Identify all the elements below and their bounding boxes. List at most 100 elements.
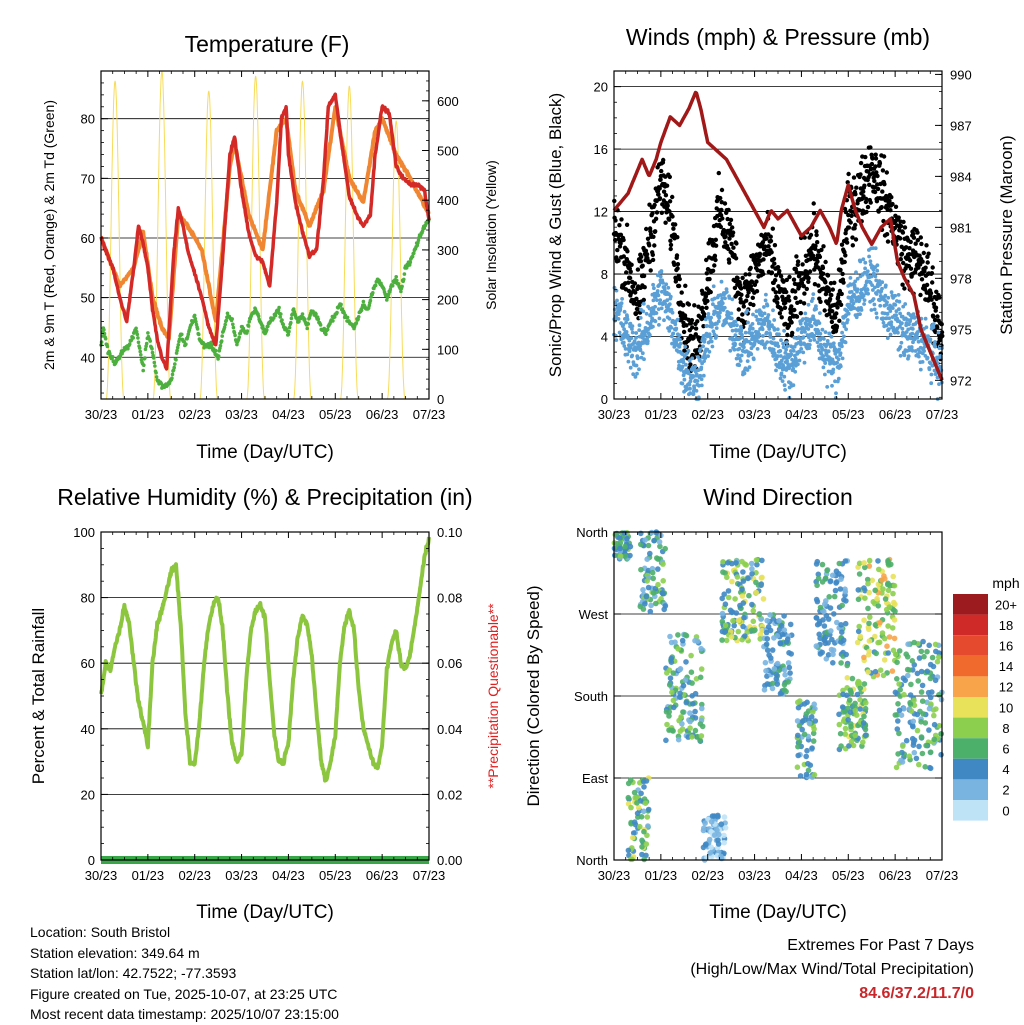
gust-point	[924, 243, 929, 248]
wind-point	[875, 315, 879, 320]
solar-ylabel: Solar Insolation (Yellow)	[483, 160, 499, 310]
direction-point	[922, 720, 929, 726]
direction-point	[905, 641, 911, 647]
wind-point	[806, 302, 811, 307]
direction-point	[644, 578, 650, 584]
direction-point	[894, 726, 901, 732]
gust-point	[633, 290, 638, 295]
gust-point	[708, 289, 713, 295]
direction-point	[889, 625, 896, 631]
dewpoint-point	[289, 316, 294, 321]
dewpoint-point	[231, 325, 236, 330]
gust-point	[835, 305, 840, 310]
dewpoint-point	[136, 340, 141, 345]
gust-point	[819, 247, 824, 253]
wind-point	[628, 365, 633, 370]
gust-point	[704, 257, 709, 263]
y2-tick-label: 981	[950, 220, 972, 235]
direction-point	[631, 819, 638, 825]
y2-tick-label: 978	[950, 271, 972, 286]
gust-point	[872, 185, 877, 190]
direction-point	[926, 727, 932, 733]
wind-point	[691, 375, 695, 379]
gust-point	[775, 265, 781, 270]
direction-point	[911, 697, 917, 704]
y2-tick-label: 972	[950, 373, 972, 388]
direction-point	[815, 575, 822, 582]
gust-point	[757, 251, 763, 256]
wind-point	[684, 351, 689, 356]
direction-point	[750, 608, 757, 614]
gust-point	[659, 168, 664, 174]
wind-point	[739, 353, 744, 358]
gust-point	[727, 260, 732, 265]
direction-point	[737, 602, 743, 609]
dewpoint-point	[402, 272, 407, 276]
direction-point	[822, 575, 829, 581]
gust-point	[843, 253, 848, 258]
gust-point	[863, 154, 868, 160]
gust-point	[937, 295, 942, 300]
direction-point	[872, 587, 878, 594]
gust-point	[771, 287, 776, 292]
direction-point	[688, 669, 695, 675]
x-tick-label: 05/23	[832, 868, 865, 883]
gust-point	[713, 243, 719, 248]
direction-point	[666, 667, 673, 673]
gust-point	[748, 265, 753, 271]
wind-point	[831, 341, 836, 346]
direction-point	[781, 667, 788, 673]
wind-point	[745, 308, 750, 313]
direction-point	[765, 624, 772, 630]
direction-point	[914, 711, 921, 718]
direction-point	[830, 651, 836, 658]
wind-point	[886, 327, 891, 331]
direction-point	[863, 700, 869, 706]
wind-point	[678, 337, 682, 342]
y-tick-label: North	[576, 525, 608, 540]
direction-point	[655, 566, 661, 572]
wind-point	[749, 341, 753, 346]
wind-point	[789, 352, 794, 357]
gust-point	[695, 319, 700, 324]
direction-point	[739, 593, 746, 599]
wind-point	[670, 310, 675, 315]
gust-point	[635, 267, 641, 272]
solar-curve	[386, 120, 406, 400]
direction-point	[622, 553, 629, 559]
gust-point	[779, 315, 784, 320]
wind-point	[830, 383, 834, 388]
wind-point	[862, 298, 867, 302]
dewpoint-point	[138, 349, 142, 354]
gust-point	[783, 300, 788, 305]
gust-point	[876, 209, 881, 214]
wind-point	[693, 364, 698, 369]
direction-point	[934, 658, 941, 665]
direction-point	[907, 692, 914, 698]
direction-point	[891, 617, 898, 623]
wind-point	[888, 332, 893, 337]
direction-point	[657, 543, 663, 550]
direction-point	[865, 580, 871, 587]
direction-point	[794, 718, 801, 724]
humidity-axes: 30/23 01/23 02/23 03/23 04/23 05/23 06/23 07/23…	[73, 525, 462, 883]
direction-point	[908, 708, 915, 714]
wind-point	[709, 315, 713, 320]
dewpoint-point	[266, 324, 270, 329]
direction-point	[741, 614, 747, 621]
gust-point	[893, 204, 899, 209]
gust-point	[932, 317, 938, 323]
x-tick-label: 07/23	[413, 407, 446, 422]
gust-point	[719, 200, 724, 205]
gust-point	[921, 250, 926, 256]
direction-point	[702, 820, 708, 826]
wind-point	[866, 291, 870, 296]
wind-point	[667, 302, 672, 306]
gust-point	[713, 237, 718, 242]
gust-point	[744, 298, 749, 303]
wind-point	[838, 364, 843, 369]
gust-point	[675, 266, 680, 271]
direction-point	[742, 633, 748, 639]
gust-point	[853, 222, 858, 228]
wind-point	[873, 274, 878, 279]
